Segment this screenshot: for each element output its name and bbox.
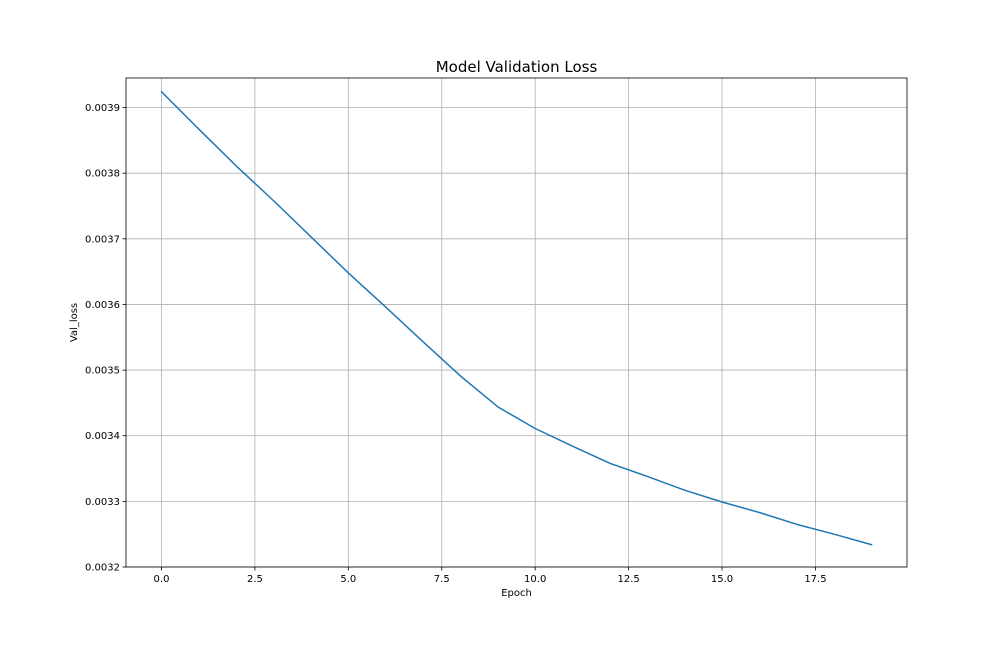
y-tick-label: 0.0038 [85, 169, 120, 180]
y-tick-label: 0.0039 [85, 103, 120, 114]
y-tick-label: 0.0032 [85, 563, 120, 574]
grid-lines [126, 78, 907, 568]
y-tick-label: 0.0035 [85, 366, 120, 377]
axis-ticks: 0.0 2.5 5.0 7.5 10.0 12.5 15.0 17.5 0.0032 0.0033… [85, 103, 827, 585]
chart-title: Model Validation Loss [436, 58, 598, 76]
x-tick-label: 15.0 [711, 574, 733, 585]
x-tick-label: 12.5 [617, 574, 639, 585]
y-tick-label: 0.0033 [85, 497, 120, 508]
plot-area-frame [125, 77, 908, 568]
x-tick-label: 17.5 [804, 574, 826, 585]
x-tick-label: 5.0 [340, 574, 356, 585]
x-tick-label: 7.5 [434, 574, 450, 585]
y-tick-label: 0.0036 [85, 300, 120, 311]
series-layer [160, 90, 873, 546]
y-tick-label: 0.0034 [85, 431, 120, 442]
x-tick-label: 10.0 [524, 574, 546, 585]
y-axis-label: Val_loss [69, 303, 80, 342]
x-tick-label: 2.5 [247, 574, 263, 585]
x-axis-label: Epoch [501, 588, 532, 599]
y-tick-label: 0.0037 [85, 234, 120, 245]
x-tick-label: 0.0 [154, 574, 170, 585]
series-line [160, 90, 873, 546]
